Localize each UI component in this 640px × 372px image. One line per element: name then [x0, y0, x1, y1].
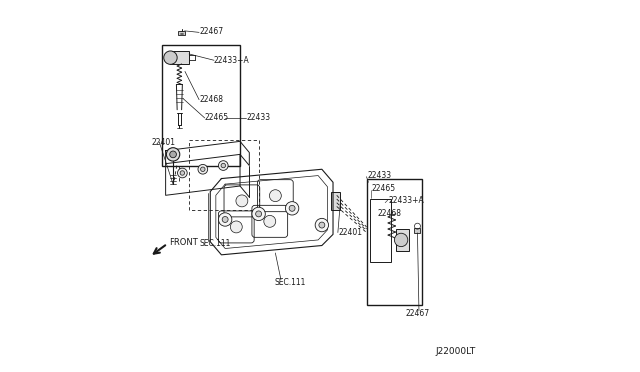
Bar — [415, 228, 420, 233]
Circle shape — [264, 215, 276, 227]
Circle shape — [164, 51, 177, 64]
Bar — [367, 179, 422, 305]
Circle shape — [230, 221, 243, 233]
Text: 22467: 22467 — [405, 309, 429, 318]
Bar — [331, 192, 340, 210]
Text: J22000LT: J22000LT — [436, 347, 476, 356]
Bar — [370, 199, 390, 262]
Bar — [179, 31, 185, 35]
Circle shape — [255, 211, 262, 217]
Circle shape — [200, 167, 205, 171]
Text: SEC.111: SEC.111 — [199, 239, 230, 248]
Text: SEC.111: SEC.111 — [275, 278, 306, 287]
Text: 22465: 22465 — [371, 184, 396, 193]
Bar — [396, 229, 408, 251]
Circle shape — [289, 205, 295, 211]
Circle shape — [269, 190, 282, 202]
Text: 22468: 22468 — [378, 209, 402, 218]
Circle shape — [218, 161, 228, 170]
Circle shape — [319, 222, 325, 228]
Circle shape — [198, 164, 207, 174]
Circle shape — [394, 233, 408, 247]
Circle shape — [252, 207, 266, 221]
Text: 22433: 22433 — [246, 113, 271, 122]
Circle shape — [222, 217, 228, 222]
Circle shape — [177, 168, 187, 178]
Text: 22433+A: 22433+A — [214, 56, 250, 65]
Text: 22468: 22468 — [199, 95, 223, 104]
Circle shape — [170, 151, 177, 158]
Bar — [170, 51, 189, 64]
Text: 22401: 22401 — [339, 228, 363, 237]
Bar — [162, 45, 240, 166]
Text: FRONT: FRONT — [170, 238, 198, 247]
Circle shape — [166, 148, 180, 161]
Text: 22401: 22401 — [152, 138, 176, 147]
Text: 22465: 22465 — [205, 113, 229, 122]
Text: 22467: 22467 — [199, 27, 223, 36]
Circle shape — [315, 218, 328, 232]
Circle shape — [180, 171, 184, 175]
Circle shape — [236, 195, 248, 207]
Text: 22433: 22433 — [367, 171, 392, 180]
Circle shape — [221, 163, 225, 168]
Text: 22433+A: 22433+A — [389, 196, 424, 205]
Circle shape — [218, 213, 232, 226]
Circle shape — [285, 202, 299, 215]
